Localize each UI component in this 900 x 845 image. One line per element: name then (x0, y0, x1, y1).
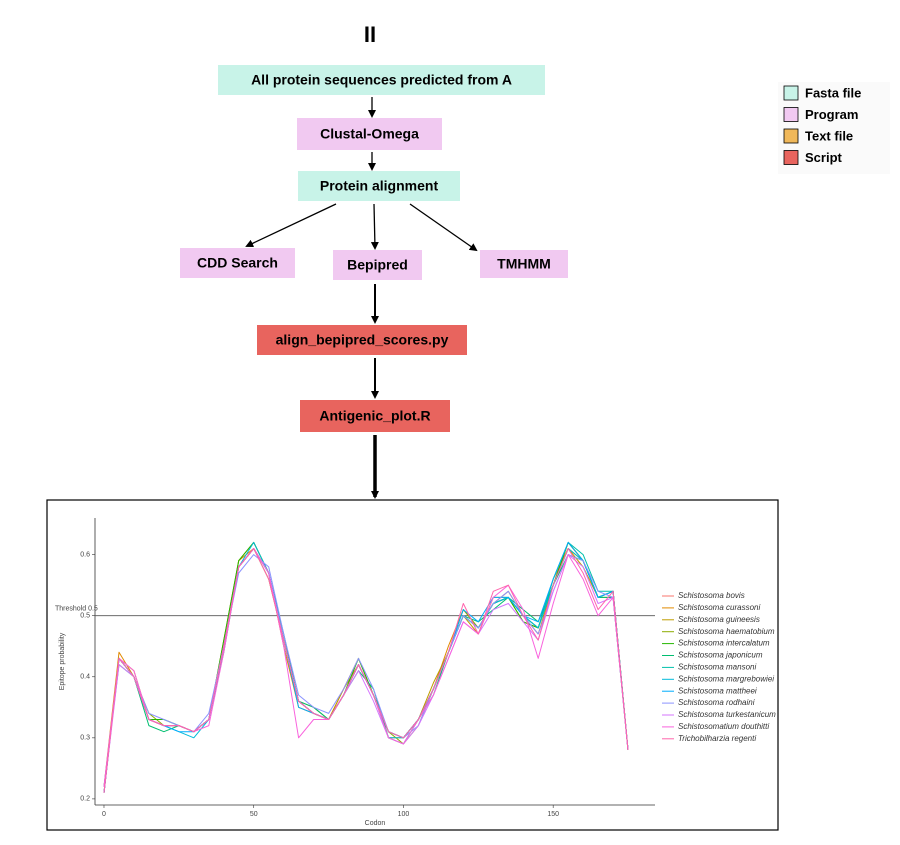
y-tick-label: 0.3 (80, 735, 90, 742)
legend-label: Program (805, 107, 858, 122)
x-tick-label: 100 (398, 811, 410, 818)
legend-entry: Schistosoma japonicum (678, 651, 763, 660)
threshold-label: Threshold 0.5 (55, 606, 98, 613)
legend-entry: Schistosoma mansoni (678, 663, 756, 672)
legend-swatch (783, 150, 799, 165)
node-box (333, 250, 422, 280)
x-axis-label: Codon (365, 820, 386, 827)
legend-entry: Schistosoma haematobium (678, 627, 775, 636)
legend-entry: Schistosoma intercalatum (678, 639, 770, 648)
legend-entry: Schistosoma rodhaini (678, 698, 755, 707)
node-box (480, 250, 568, 278)
y-tick-label: 0.4 (80, 674, 90, 681)
arrow (370, 203, 379, 250)
series-line (103, 548, 629, 793)
node-box (180, 248, 295, 278)
x-tick-label: 50 (250, 811, 258, 818)
legend-entry: Schistosoma curassoni (678, 603, 760, 612)
legend-swatch (783, 85, 799, 101)
arrows (245, 97, 478, 499)
legend-entry: Schistosoma margrebowiei (678, 674, 774, 683)
node-box (300, 400, 450, 432)
legend-entry: Trichobilharzia regenti (678, 734, 756, 743)
y-tick-label: 0.6 (80, 551, 90, 558)
node-label: Clustal-Omega (320, 126, 419, 142)
y-tick-label: 0.5 (80, 613, 90, 620)
node-label: TMHMM (497, 256, 551, 272)
node-label: align_bepipred_scores.py (276, 332, 449, 348)
node-label: Antigenic_plot.R (319, 408, 430, 424)
x-tick-label: 150 (547, 811, 559, 818)
legend-entry: Schistosomatium douthitti (678, 722, 769, 731)
node-box (297, 118, 442, 150)
node-label: Bepipred (347, 257, 408, 273)
node-box (257, 325, 467, 355)
legend-entry: Schistosoma mattheei (678, 686, 757, 695)
legend-entry: Schistosoma guineesis (678, 615, 760, 624)
y-tick-label: 0.2 (80, 796, 90, 803)
legend-swatch (783, 128, 799, 144)
x-tick-label: 0 (102, 811, 106, 818)
legend-entry: Schistosoma turkestanicum (678, 710, 776, 719)
chart-frame (46, 499, 779, 831)
arrow (409, 203, 478, 252)
y-axis-label: Epitope probability (59, 632, 66, 690)
legend-swatch (783, 107, 799, 122)
legend-label: Script (805, 150, 843, 165)
legend-label: Fasta file (805, 85, 861, 100)
node-label: Protein alignment (320, 178, 439, 194)
title: II (364, 22, 376, 47)
legend-entry: Schistosoma bovis (678, 591, 745, 600)
node-box (218, 65, 545, 95)
legend-label: Text file (805, 128, 853, 143)
node-box (298, 171, 460, 201)
node-label: All protein sequences predicted from A (251, 72, 512, 88)
arrow (245, 203, 337, 248)
node-label: CDD Search (197, 255, 278, 271)
